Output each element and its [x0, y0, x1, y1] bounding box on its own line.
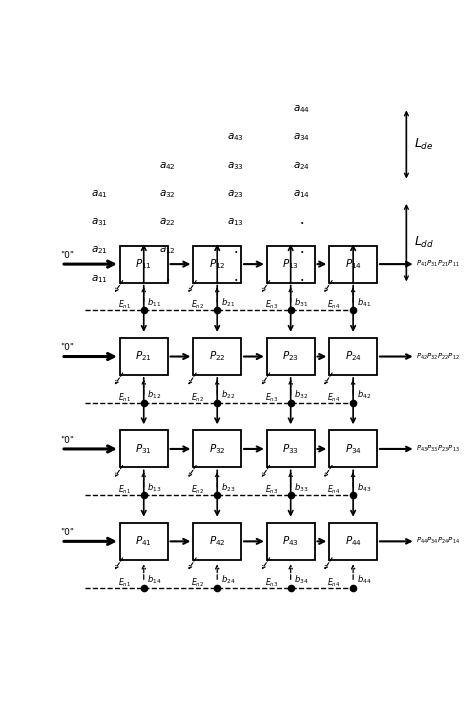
FancyBboxPatch shape: [193, 246, 241, 282]
Text: $L_{dd}$: $L_{dd}$: [414, 235, 434, 250]
Text: $\mathit{E_{n4}}$: $\mathit{E_{n4}}$: [328, 576, 341, 589]
Text: $a_{41}$: $a_{41}$: [91, 188, 108, 200]
Text: "0": "0": [60, 251, 74, 260]
Text: $\mathit{b_{42}}$: $\mathit{b_{42}}$: [357, 388, 371, 401]
FancyBboxPatch shape: [193, 431, 241, 467]
Text: $a_{23}$: $a_{23}$: [227, 188, 244, 200]
Text: $\mathit{E_{n1}}$: $\mathit{E_{n1}}$: [118, 391, 131, 404]
FancyBboxPatch shape: [329, 523, 377, 560]
Text: $\mathit{b_{34}}$: $\mathit{b_{34}}$: [294, 573, 309, 586]
Text: $\bullet$: $\bullet$: [233, 276, 238, 282]
FancyBboxPatch shape: [329, 246, 377, 282]
Text: $P_{23}$: $P_{23}$: [282, 349, 299, 364]
Text: $P_{24}$: $P_{24}$: [345, 349, 362, 364]
FancyBboxPatch shape: [193, 338, 241, 375]
Text: $P_{21}$: $P_{21}$: [135, 349, 152, 364]
FancyBboxPatch shape: [193, 523, 241, 560]
Text: $P_{42}P_{32}P_{22}P_{12}$: $P_{42}P_{32}P_{22}P_{12}$: [416, 352, 460, 361]
Text: $\mathit{E_{n4}}$: $\mathit{E_{n4}}$: [328, 391, 341, 404]
Text: $\mathit{E_{n4}}$: $\mathit{E_{n4}}$: [328, 299, 341, 311]
Text: $\mathit{E_{n3}}$: $\mathit{E_{n3}}$: [265, 391, 278, 404]
FancyBboxPatch shape: [329, 431, 377, 467]
Text: $\mathit{b_{14}}$: $\mathit{b_{14}}$: [147, 573, 162, 586]
Text: $\mathit{E_{n3}}$: $\mathit{E_{n3}}$: [265, 299, 278, 311]
Text: $\mathit{b_{41}}$: $\mathit{b_{41}}$: [357, 297, 371, 309]
Text: $P_{44}$: $P_{44}$: [345, 534, 362, 549]
Text: $a_{21}$: $a_{21}$: [91, 244, 108, 256]
Text: $\mathit{b_{31}}$: $\mathit{b_{31}}$: [294, 297, 309, 309]
Text: $P_{42}$: $P_{42}$: [209, 534, 226, 549]
Text: $a_{33}$: $a_{33}$: [227, 160, 244, 172]
Text: $P_{31}$: $P_{31}$: [135, 442, 152, 456]
Text: $\mathit{E_{n2}}$: $\mathit{E_{n2}}$: [191, 391, 205, 404]
Text: $a_{44}$: $a_{44}$: [293, 103, 310, 115]
Text: $\mathit{E_{n3}}$: $\mathit{E_{n3}}$: [265, 576, 278, 589]
Text: $\bullet$: $\bullet$: [299, 220, 304, 225]
Text: $\bullet$: $\bullet$: [299, 276, 304, 282]
Text: $a_{11}$: $a_{11}$: [91, 273, 108, 285]
Text: "0": "0": [60, 528, 74, 537]
Text: $P_{22}$: $P_{22}$: [209, 349, 226, 364]
Text: $P_{12}$: $P_{12}$: [209, 257, 226, 271]
Text: $\mathit{b_{12}}$: $\mathit{b_{12}}$: [147, 388, 162, 401]
Text: $P_{33}$: $P_{33}$: [282, 442, 299, 456]
Text: $a_{32}$: $a_{32}$: [159, 188, 176, 200]
Text: $P_{11}$: $P_{11}$: [135, 257, 152, 271]
Text: $\mathit{b_{24}}$: $\mathit{b_{24}}$: [221, 573, 236, 586]
Text: $\mathit{E_{n3}}$: $\mathit{E_{n3}}$: [265, 484, 278, 496]
Text: "0": "0": [60, 343, 74, 352]
Text: $a_{34}$: $a_{34}$: [293, 131, 310, 143]
Text: $\mathit{E_{n2}}$: $\mathit{E_{n2}}$: [191, 299, 205, 311]
FancyBboxPatch shape: [267, 338, 315, 375]
Text: $P_{41}$: $P_{41}$: [135, 534, 152, 549]
Text: $a_{42}$: $a_{42}$: [159, 160, 176, 172]
Text: $a_{13}$: $a_{13}$: [227, 216, 244, 228]
Text: $\mathit{E_{n2}}$: $\mathit{E_{n2}}$: [191, 576, 205, 589]
Text: $P_{43}$: $P_{43}$: [282, 534, 299, 549]
FancyBboxPatch shape: [329, 338, 377, 375]
FancyBboxPatch shape: [120, 246, 168, 282]
Text: $\mathit{E_{n1}}$: $\mathit{E_{n1}}$: [118, 299, 131, 311]
Text: $\mathit{b_{22}}$: $\mathit{b_{22}}$: [221, 388, 235, 401]
Text: $\bullet$: $\bullet$: [165, 276, 170, 282]
Text: $\bullet$: $\bullet$: [233, 248, 238, 253]
Text: $a_{31}$: $a_{31}$: [91, 216, 108, 228]
Text: $a_{14}$: $a_{14}$: [293, 188, 310, 200]
Text: $P_{14}$: $P_{14}$: [345, 257, 362, 271]
Text: $\mathit{b_{44}}$: $\mathit{b_{44}}$: [357, 573, 371, 586]
Text: $\mathit{E_{n4}}$: $\mathit{E_{n4}}$: [328, 484, 341, 496]
Text: $a_{22}$: $a_{22}$: [159, 216, 176, 228]
Text: $a_{24}$: $a_{24}$: [293, 160, 310, 172]
Text: $\mathit{b_{13}}$: $\mathit{b_{13}}$: [147, 481, 162, 493]
Text: "0": "0": [60, 436, 74, 445]
Text: $\mathit{E_{n2}}$: $\mathit{E_{n2}}$: [191, 484, 205, 496]
Text: $a_{43}$: $a_{43}$: [227, 131, 244, 143]
Text: $\mathit{E_{n1}}$: $\mathit{E_{n1}}$: [118, 576, 131, 589]
Text: $P_{41}P_{31}P_{21}P_{11}$: $P_{41}P_{31}P_{21}P_{11}$: [416, 259, 460, 269]
Text: $P_{34}$: $P_{34}$: [345, 442, 362, 456]
FancyBboxPatch shape: [120, 431, 168, 467]
FancyBboxPatch shape: [267, 246, 315, 282]
Text: $\mathit{b_{32}}$: $\mathit{b_{32}}$: [294, 388, 309, 401]
Text: $\mathit{b_{33}}$: $\mathit{b_{33}}$: [294, 481, 309, 493]
Text: $P_{32}$: $P_{32}$: [209, 442, 226, 456]
Text: $P_{43}P_{33}P_{23}P_{13}$: $P_{43}P_{33}P_{23}P_{13}$: [416, 444, 460, 454]
FancyBboxPatch shape: [267, 523, 315, 560]
FancyBboxPatch shape: [267, 431, 315, 467]
Text: $\bullet$: $\bullet$: [299, 248, 304, 253]
Text: $L_{de}$: $L_{de}$: [414, 137, 433, 152]
FancyBboxPatch shape: [120, 338, 168, 375]
Text: $\mathit{E_{n1}}$: $\mathit{E_{n1}}$: [118, 484, 131, 496]
Text: $\mathit{b_{23}}$: $\mathit{b_{23}}$: [221, 481, 235, 493]
Text: $\mathit{b_{11}}$: $\mathit{b_{11}}$: [147, 297, 162, 309]
FancyBboxPatch shape: [120, 523, 168, 560]
Text: $\mathit{b_{43}}$: $\mathit{b_{43}}$: [357, 481, 371, 493]
Text: $a_{12}$: $a_{12}$: [159, 244, 176, 256]
Text: $P_{13}$: $P_{13}$: [282, 257, 299, 271]
Text: $\mathit{b_{21}}$: $\mathit{b_{21}}$: [221, 297, 235, 309]
Text: $P_{44}P_{34}P_{24}P_{14}$: $P_{44}P_{34}P_{24}P_{14}$: [416, 537, 460, 546]
